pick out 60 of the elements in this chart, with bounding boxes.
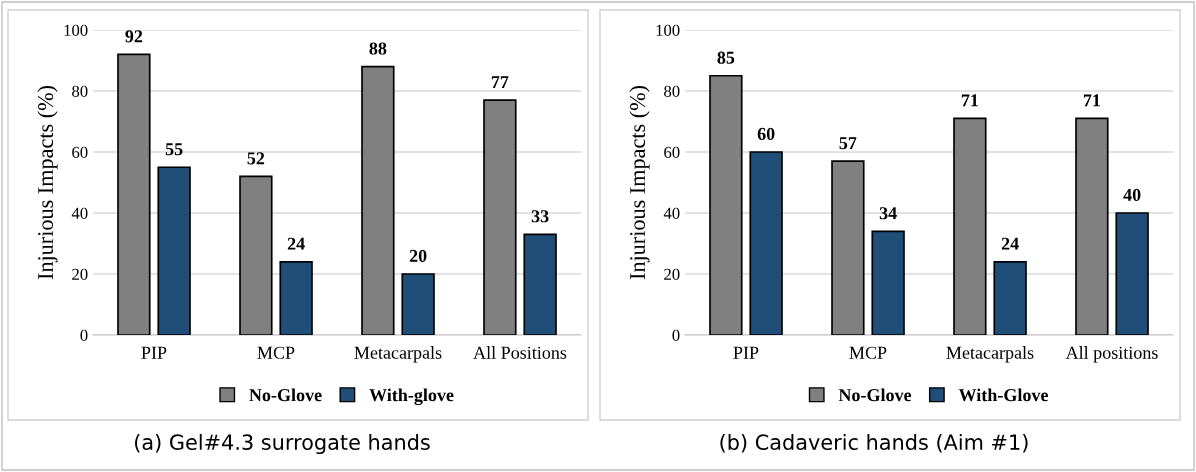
data-label: 85 — [717, 51, 735, 64]
bar — [483, 99, 517, 335]
x-tick-label: All Positions — [473, 346, 567, 359]
y-tick-label: 40 — [663, 207, 680, 219]
legend-label: No-Glove — [838, 388, 912, 402]
bar — [523, 233, 557, 335]
data-label: 40 — [1123, 188, 1141, 201]
y-tick-label: 100 — [64, 24, 88, 36]
y-tick-label: 60 — [72, 146, 88, 158]
bar — [709, 74, 743, 335]
data-label: 60 — [757, 127, 775, 140]
x-tick-label: PIP — [733, 346, 759, 359]
text: (b) Cadaveric hands (Aim #1) — [720, 433, 1028, 453]
x-tick-label: PIP — [141, 346, 167, 359]
x-tick-label: All positions — [1065, 346, 1158, 363]
bar — [157, 166, 191, 335]
data-label: 77 — [491, 76, 509, 88]
data-label: 57 — [839, 137, 857, 150]
data-label: 55 — [165, 143, 183, 156]
text: (a) Gel#4.3 surrogate hands — [135, 433, 430, 455]
data-label: 92 — [125, 30, 143, 43]
bar — [1115, 212, 1149, 335]
bar — [871, 230, 905, 335]
legend-label: No-Glove — [249, 388, 322, 402]
y-tick-label: 0 — [80, 329, 88, 341]
legend-label: With-Glove — [958, 388, 1049, 402]
data-label: 88 — [369, 42, 387, 55]
data-label: 24 — [287, 237, 305, 250]
data-label: 34 — [879, 207, 897, 220]
bar — [401, 273, 435, 335]
bar — [1075, 117, 1109, 335]
y-tick-label: 0 — [672, 329, 680, 341]
x-tick-label: MCP — [849, 346, 887, 359]
bar — [117, 53, 151, 335]
data-label: 24 — [1001, 237, 1019, 250]
y-tick-label: 60 — [664, 146, 680, 158]
bar — [749, 151, 783, 335]
x-tick-label: MCP — [257, 346, 295, 359]
y-axis-title: Injurious Impacts (%) — [629, 85, 650, 280]
data-label: 71 — [1083, 94, 1100, 107]
y-axis-title: Injurious Impacts (%) — [37, 85, 58, 280]
data-label: 20 — [409, 249, 427, 262]
data-label: 33 — [531, 210, 549, 223]
bar — [831, 160, 865, 335]
data-label: 52 — [247, 152, 265, 165]
bar — [239, 175, 273, 335]
y-tick-label: 80 — [664, 85, 680, 97]
y-tick-label: 20 — [664, 268, 680, 280]
x-tick-label: Metacarpals — [946, 346, 1034, 363]
y-tick-label: 40 — [71, 207, 88, 219]
bar — [953, 117, 987, 335]
y-tick-label: 100 — [656, 24, 680, 36]
bar — [361, 65, 395, 335]
x-tick-label: Metacarpals — [354, 346, 442, 363]
data-label: 71 — [961, 94, 978, 107]
legend-label: With-glove — [369, 388, 454, 406]
bar — [279, 260, 313, 335]
y-tick-label: 20 — [72, 268, 88, 280]
bar — [993, 260, 1027, 335]
y-tick-label: 80 — [72, 85, 88, 97]
